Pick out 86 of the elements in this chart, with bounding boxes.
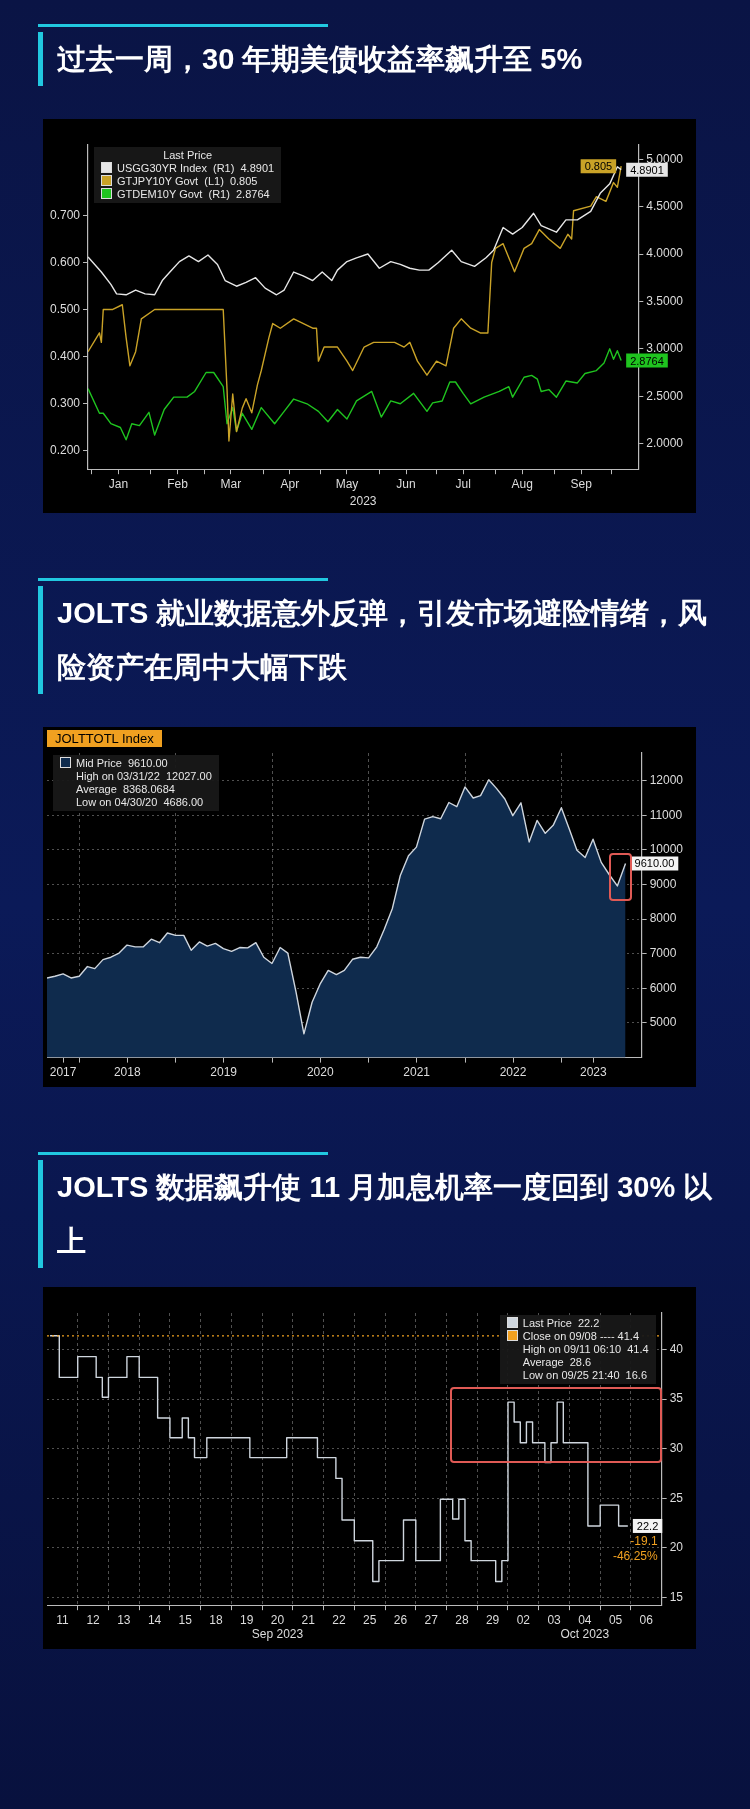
x-tick-label: 2021 — [403, 1065, 431, 1080]
y2-tick-label: 25 — [669, 1490, 684, 1505]
y2-tick-label: 9000 — [649, 876, 677, 891]
data-label: 9610.00 — [634, 857, 675, 870]
x-tick-label: Apr — [280, 476, 300, 491]
x-tick-label: 28 — [455, 1612, 469, 1627]
annotation: High on 03/31/22 12027.00 — [76, 770, 212, 782]
x-tick-label: 06 — [639, 1612, 654, 1627]
x-tick-label: 18 — [209, 1612, 224, 1627]
y2-tick-label: 5000 — [649, 1015, 677, 1030]
annotation: Average 28.6 — [522, 1356, 592, 1368]
y2-tick-label: 40 — [669, 1341, 684, 1356]
y2-tick-label: 2.0000 — [646, 435, 684, 450]
data-label: 2.8764 — [630, 354, 664, 367]
x-tick-label: 21 — [301, 1612, 316, 1627]
x-tick-label: Feb — [167, 476, 189, 491]
annotation: Average 8368.0684 — [76, 783, 175, 795]
y2-tick-label: 20 — [669, 1540, 684, 1555]
legend-label: GTDEM10Y Govt (R1) 2.8764 — [117, 188, 270, 200]
x-tick-label: 2018 — [113, 1065, 141, 1080]
x-tick-label: 2022 — [499, 1065, 527, 1080]
x-tick-label: 12 — [86, 1612, 101, 1627]
annotation: High on 09/11 06:10 41.4 — [522, 1343, 649, 1355]
legend-label: Mid Price 9610.00 — [76, 757, 168, 769]
x-tick-label: 22 — [332, 1612, 346, 1627]
y-tick-label: 0.500 — [50, 301, 81, 316]
legend-title: Last Price — [162, 149, 214, 162]
x-tick-label: 11 — [56, 1612, 69, 1627]
x-tick-label: Mar — [220, 476, 242, 491]
x-tick-label: 25 — [363, 1612, 377, 1627]
y2-tick-label: 11000 — [649, 807, 683, 822]
y2-tick-label: 15 — [669, 1589, 684, 1604]
ref-line-label: Close on 09/08 ---- 41.4 — [522, 1330, 640, 1342]
data-label: 22.2 — [636, 1519, 659, 1532]
annotation: Low on 04/30/20 4686.00 — [76, 796, 204, 808]
x-tick-label: 29 — [485, 1612, 500, 1627]
y-tick-label: 0.700 — [50, 207, 81, 222]
legend-label: USGG30YR Index (R1) 4.8901 — [117, 162, 275, 174]
y-tick-label: 0.400 — [50, 348, 81, 363]
y2-tick-label: 4.5000 — [646, 198, 684, 213]
x-tick-label: May — [335, 476, 359, 491]
x-tick-label: 04 Oct 2023 — [560, 1612, 610, 1642]
chart-title: JOLTS 就业数据意外反弹，引发市场避险情绪，风险资产在周中大幅下跌 — [38, 586, 727, 694]
x-tick-label: 2019 — [210, 1065, 238, 1080]
y2-tick-label: 30 — [669, 1441, 684, 1456]
x-tick-label: Jul — [455, 476, 471, 491]
y2-tick-label: 7000 — [649, 946, 677, 961]
y2-tick-label: 10000 — [649, 842, 684, 857]
x-tick-label: 15 — [178, 1612, 193, 1627]
y-tick-label: 0.200 — [50, 442, 81, 457]
x-tick-label: 14 — [147, 1612, 162, 1627]
annotation: Low on 09/25 21:40 16.6 — [522, 1369, 648, 1381]
data-label: 0.805 — [584, 160, 613, 173]
x-tick-label: 27 — [424, 1612, 439, 1627]
x-tick-label: Sep — [570, 476, 593, 491]
x-tick-label: 2017 — [49, 1065, 77, 1080]
x-tick-label: 03 — [547, 1612, 562, 1627]
y2-tick-label: 2.5000 — [646, 388, 684, 403]
annotation: -19.1 -46.25% — [612, 1534, 658, 1564]
chart-subtitle: JOLTTOTL Index — [47, 730, 162, 747]
x-tick-label: 02 — [516, 1612, 531, 1627]
x-axis-title: 2023 — [349, 494, 377, 509]
data-label: 4.8901 — [630, 163, 664, 176]
x-tick-label: 2023 — [579, 1065, 607, 1080]
x-tick-label: 19 — [240, 1612, 254, 1627]
chart-title: 过去一周，30 年期美债收益率飙升至 5% — [38, 32, 727, 86]
legend-label: GTJPY10Y Govt (L1) 0.805 — [117, 175, 258, 187]
y2-tick-label: 4.0000 — [646, 246, 684, 261]
y2-tick-label: 12000 — [649, 773, 684, 787]
y2-tick-label: 5.0000 — [646, 151, 684, 166]
x-tick-label: 05 — [608, 1612, 623, 1627]
x-tick-label: 13 — [117, 1612, 131, 1627]
x-tick-label: 2020 — [306, 1065, 334, 1080]
y-tick-label: 0.600 — [50, 254, 81, 269]
chart-title: JOLTS 数据飙升使 11 月加息机率一度回到 30% 以上 — [38, 1160, 727, 1268]
y2-tick-label: 6000 — [649, 980, 677, 995]
y2-tick-label: 3.5000 — [646, 293, 684, 308]
x-tick-label: Aug — [511, 476, 533, 491]
x-tick-label: 26 — [393, 1612, 408, 1627]
x-tick-label: Jun — [396, 476, 416, 491]
y2-tick-label: 35 — [669, 1391, 684, 1406]
y2-tick-label: 3.0000 — [646, 341, 684, 356]
y-tick-label: 0.300 — [50, 395, 81, 410]
y2-tick-label: 8000 — [649, 911, 677, 926]
x-tick-label: Jan — [108, 476, 129, 491]
legend-label: Last Price 22.2 — [522, 1317, 600, 1329]
